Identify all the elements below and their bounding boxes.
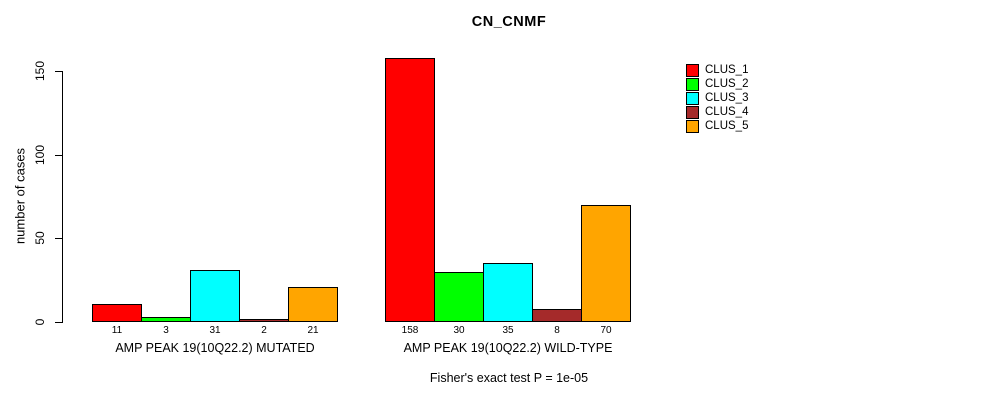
legend-label: CLUS_3 xyxy=(705,92,749,104)
x-axis-group-label: AMP PEAK 19(10Q22.2) WILD-TYPE xyxy=(403,341,613,355)
y-axis-line xyxy=(62,71,63,323)
bar-CLUS_4-mutated xyxy=(239,319,289,322)
legend-item-clus_4: CLUS_4 xyxy=(686,105,748,119)
y-tick-mark xyxy=(55,238,62,239)
bar-value-label: 2 xyxy=(261,325,267,336)
bar-value-label: 3 xyxy=(163,325,169,336)
bar-CLUS_3-mutated xyxy=(190,270,240,322)
legend-item-clus_2: CLUS_2 xyxy=(686,77,748,91)
y-tick-mark xyxy=(55,71,62,72)
y-tick-label: 100 xyxy=(33,144,47,166)
bar-CLUS_2-wild-type xyxy=(434,272,484,322)
bar-value-label: 8 xyxy=(554,325,560,336)
y-axis-title: number of cases xyxy=(12,147,28,245)
legend-label: CLUS_1 xyxy=(705,64,749,76)
legend-item-clus_1: CLUS_1 xyxy=(686,63,748,77)
legend-label: CLUS_2 xyxy=(705,78,749,90)
legend: CLUS_1 CLUS_2 CLUS_3 CLUS_4 CLUS_5 xyxy=(686,63,748,133)
bar-CLUS_1-wild-type xyxy=(385,58,435,322)
y-tick-mark xyxy=(55,322,62,323)
bar-value-label: 30 xyxy=(453,325,465,336)
bar-CLUS_4-wild-type xyxy=(532,309,582,322)
legend-swatch-icon xyxy=(686,119,699,133)
bar-CLUS_1-mutated xyxy=(92,304,142,322)
legend-swatch-icon xyxy=(686,91,699,105)
legend-label: CLUS_4 xyxy=(705,106,749,118)
y-tick-mark xyxy=(55,155,62,156)
legend-label: CLUS_5 xyxy=(705,120,749,132)
bar-value-label: 35 xyxy=(502,325,514,336)
legend-swatch-icon xyxy=(686,77,699,91)
bar-CLUS_5-mutated xyxy=(288,287,338,322)
bar-value-label: 158 xyxy=(401,325,419,336)
legend-item-clus_3: CLUS_3 xyxy=(686,91,748,105)
legend-swatch-icon xyxy=(686,63,699,77)
legend-swatch-icon xyxy=(686,105,699,119)
bar-CLUS_5-wild-type xyxy=(581,205,631,322)
bar-CLUS_2-mutated xyxy=(141,317,191,322)
x-axis-group-label: AMP PEAK 19(10Q22.2) MUTATED xyxy=(115,341,315,355)
bar-value-label: 21 xyxy=(307,325,319,336)
annotation-fishers-test: Fisher's exact test P = 1e-05 xyxy=(429,371,589,385)
y-tick-label: 150 xyxy=(33,60,47,82)
bar-value-label: 70 xyxy=(600,325,612,336)
bar-CLUS_3-wild-type xyxy=(483,263,533,322)
chart-title: CN_CNMF xyxy=(471,14,547,30)
legend-item-clus_5: CLUS_5 xyxy=(686,119,748,133)
bar-value-label: 31 xyxy=(209,325,221,336)
y-tick-label: 50 xyxy=(33,231,47,245)
bar-value-label: 11 xyxy=(111,325,123,336)
y-tick-label: 0 xyxy=(33,318,47,326)
